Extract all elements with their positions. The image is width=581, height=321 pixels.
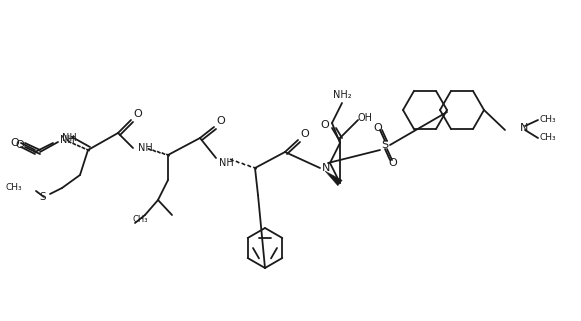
Text: NH₂: NH₂	[333, 90, 352, 100]
Text: CH₃: CH₃	[132, 215, 148, 224]
Text: O: O	[321, 120, 329, 130]
Text: NH: NH	[219, 158, 234, 168]
Text: NH: NH	[60, 135, 75, 145]
Text: N: N	[322, 163, 331, 173]
Text: OH: OH	[358, 113, 373, 123]
Text: S: S	[382, 140, 389, 150]
Polygon shape	[325, 171, 342, 186]
Text: O: O	[134, 109, 142, 119]
Text: N: N	[520, 123, 528, 133]
Text: S: S	[40, 192, 46, 202]
Text: NH: NH	[138, 143, 153, 153]
Text: NH: NH	[62, 133, 77, 143]
Text: O: O	[389, 158, 397, 168]
Text: CH₃: CH₃	[540, 134, 557, 143]
Text: O: O	[300, 129, 309, 139]
Text: O: O	[374, 123, 382, 133]
Text: CH₃: CH₃	[540, 116, 557, 125]
Text: O: O	[10, 138, 19, 148]
Text: CH₃: CH₃	[5, 184, 22, 193]
Text: O: O	[217, 116, 225, 126]
Text: O: O	[16, 140, 24, 150]
